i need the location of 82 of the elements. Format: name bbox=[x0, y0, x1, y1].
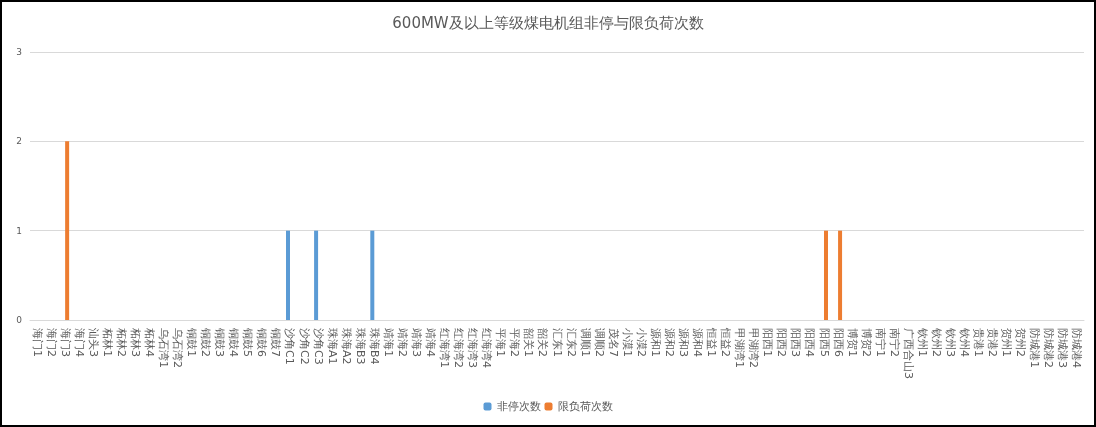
x-tick-label: 铜鼓5 bbox=[241, 327, 255, 357]
x-tick-label: 甲湖湾2 bbox=[747, 328, 761, 368]
x-tick-label: 茂名7 bbox=[606, 328, 620, 357]
legend-label: 限负荷次数 bbox=[557, 400, 613, 413]
x-tick-label: 铜鼓6 bbox=[255, 327, 269, 357]
x-tick-label: 乌石湾1 bbox=[157, 328, 171, 368]
x-tick-label: 铜鼓1 bbox=[185, 327, 199, 357]
x-tick-label: 调顺2 bbox=[592, 328, 606, 357]
x-tick-label: 铜鼓2 bbox=[199, 327, 213, 357]
x-tick-label: 海门2 bbox=[44, 328, 58, 357]
x-tick-label: 小漠1 bbox=[620, 328, 634, 357]
x-tick-label: 红海湾4 bbox=[480, 328, 494, 368]
x-tick-label: 阳西6 bbox=[831, 328, 845, 357]
x-tick-label: 贺州1 bbox=[1000, 328, 1014, 357]
x-tick-label: 柘林3 bbox=[128, 327, 142, 357]
x-tick-label: 防城港3 bbox=[1056, 328, 1070, 368]
x-tick-label: 源和1 bbox=[648, 328, 662, 357]
x-tick-label: 广西合山3 bbox=[901, 328, 915, 379]
x-tick-label: 珠海A2 bbox=[339, 328, 353, 365]
x-tick-label: 防城港4 bbox=[1070, 328, 1084, 368]
x-tick-label: 阳西2 bbox=[775, 328, 789, 357]
x-tick-label: 阳西4 bbox=[803, 328, 817, 357]
x-tick-label: 博贺2 bbox=[859, 328, 873, 357]
x-tick-label: 钦州4 bbox=[958, 327, 972, 357]
x-tick-label: 甲湖湾1 bbox=[733, 328, 747, 368]
x-tick-label: 红海湾2 bbox=[452, 328, 466, 368]
x-tick-label: 小漠2 bbox=[634, 328, 648, 357]
x-tick-label: 红海湾1 bbox=[438, 328, 452, 368]
x-tick-label: 乌石湾2 bbox=[171, 328, 185, 368]
x-tick-label: 沙角C1 bbox=[283, 328, 297, 365]
x-tick-label: 钦州1 bbox=[915, 327, 929, 357]
x-tick-label: 珠海B4 bbox=[367, 328, 381, 365]
x-tick-label: 靖海2 bbox=[395, 328, 409, 357]
x-tick-label: 钦州2 bbox=[929, 327, 943, 357]
x-tick-label: 韶关2 bbox=[536, 328, 550, 357]
x-tick-label: 防城港2 bbox=[1042, 328, 1056, 368]
x-tick-label: 汇东1 bbox=[550, 328, 564, 357]
x-tick-label: 调顺1 bbox=[578, 328, 592, 357]
x-tick-label: 源和4 bbox=[691, 328, 705, 357]
legend-label: 非停次数 bbox=[496, 400, 541, 413]
x-tick-label: 贵港2 bbox=[986, 328, 1000, 357]
x-tick-label: 阳西3 bbox=[789, 328, 803, 357]
x-tick-label: 汕头3 bbox=[86, 328, 100, 357]
y-tick-label: 0 bbox=[16, 315, 23, 325]
x-tick-label: 阳西5 bbox=[817, 328, 831, 357]
x-tick-label: 源和3 bbox=[676, 328, 690, 357]
x-tick-label: 海门4 bbox=[72, 328, 86, 357]
x-tick-label: 铜鼓4 bbox=[227, 327, 241, 357]
x-tick-label: 沙角C2 bbox=[297, 328, 311, 365]
x-tick-label: 平海1 bbox=[494, 328, 508, 357]
x-tick-label: 柘林2 bbox=[114, 327, 128, 357]
x-tick-label: 贵港1 bbox=[972, 328, 986, 357]
y-tick-label: 3 bbox=[16, 47, 22, 57]
x-tick-label: 韶关1 bbox=[522, 328, 536, 357]
x-tick-label: 珠海B3 bbox=[353, 328, 367, 365]
x-tick-label: 南宁2 bbox=[887, 328, 901, 357]
x-tick-label: 珠海A1 bbox=[325, 328, 339, 365]
x-tick-label: 平海2 bbox=[508, 328, 522, 357]
x-tick-label: 阳西1 bbox=[761, 328, 775, 357]
x-tick-label: 柘林1 bbox=[100, 327, 114, 357]
chart-title: 600MW及以上等级煤电机组非停与限负荷次数 bbox=[392, 13, 704, 32]
y-tick-label: 2 bbox=[16, 136, 22, 147]
x-tick-label: 靖海3 bbox=[409, 328, 423, 357]
x-tick-label: 博贺1 bbox=[845, 328, 859, 357]
x-tick-label: 海门1 bbox=[30, 328, 44, 357]
x-tick-label: 海门3 bbox=[58, 328, 72, 357]
x-tick-label: 铜鼓3 bbox=[213, 327, 227, 357]
x-tick-label: 汇东2 bbox=[564, 328, 578, 357]
x-tick-label: 恒益2 bbox=[719, 327, 733, 357]
x-tick-label: 红海湾3 bbox=[466, 328, 480, 368]
x-tick-label: 靖海4 bbox=[424, 328, 438, 357]
x-tick-label: 贺州2 bbox=[1014, 328, 1028, 357]
x-tick-label: 铜鼓7 bbox=[269, 327, 283, 357]
x-tick-label: 源和2 bbox=[662, 328, 676, 357]
x-tick-label: 南宁1 bbox=[873, 328, 887, 357]
x-tick-label: 防城港1 bbox=[1028, 328, 1042, 368]
x-tick-label: 恒益1 bbox=[705, 327, 719, 357]
x-tick-label: 柘林4 bbox=[142, 327, 156, 357]
y-tick-label: 1 bbox=[16, 225, 22, 236]
x-tick-label: 沙角C3 bbox=[311, 328, 325, 365]
x-tick-label: 靖海1 bbox=[381, 328, 395, 357]
x-tick-label: 钦州3 bbox=[943, 327, 957, 357]
